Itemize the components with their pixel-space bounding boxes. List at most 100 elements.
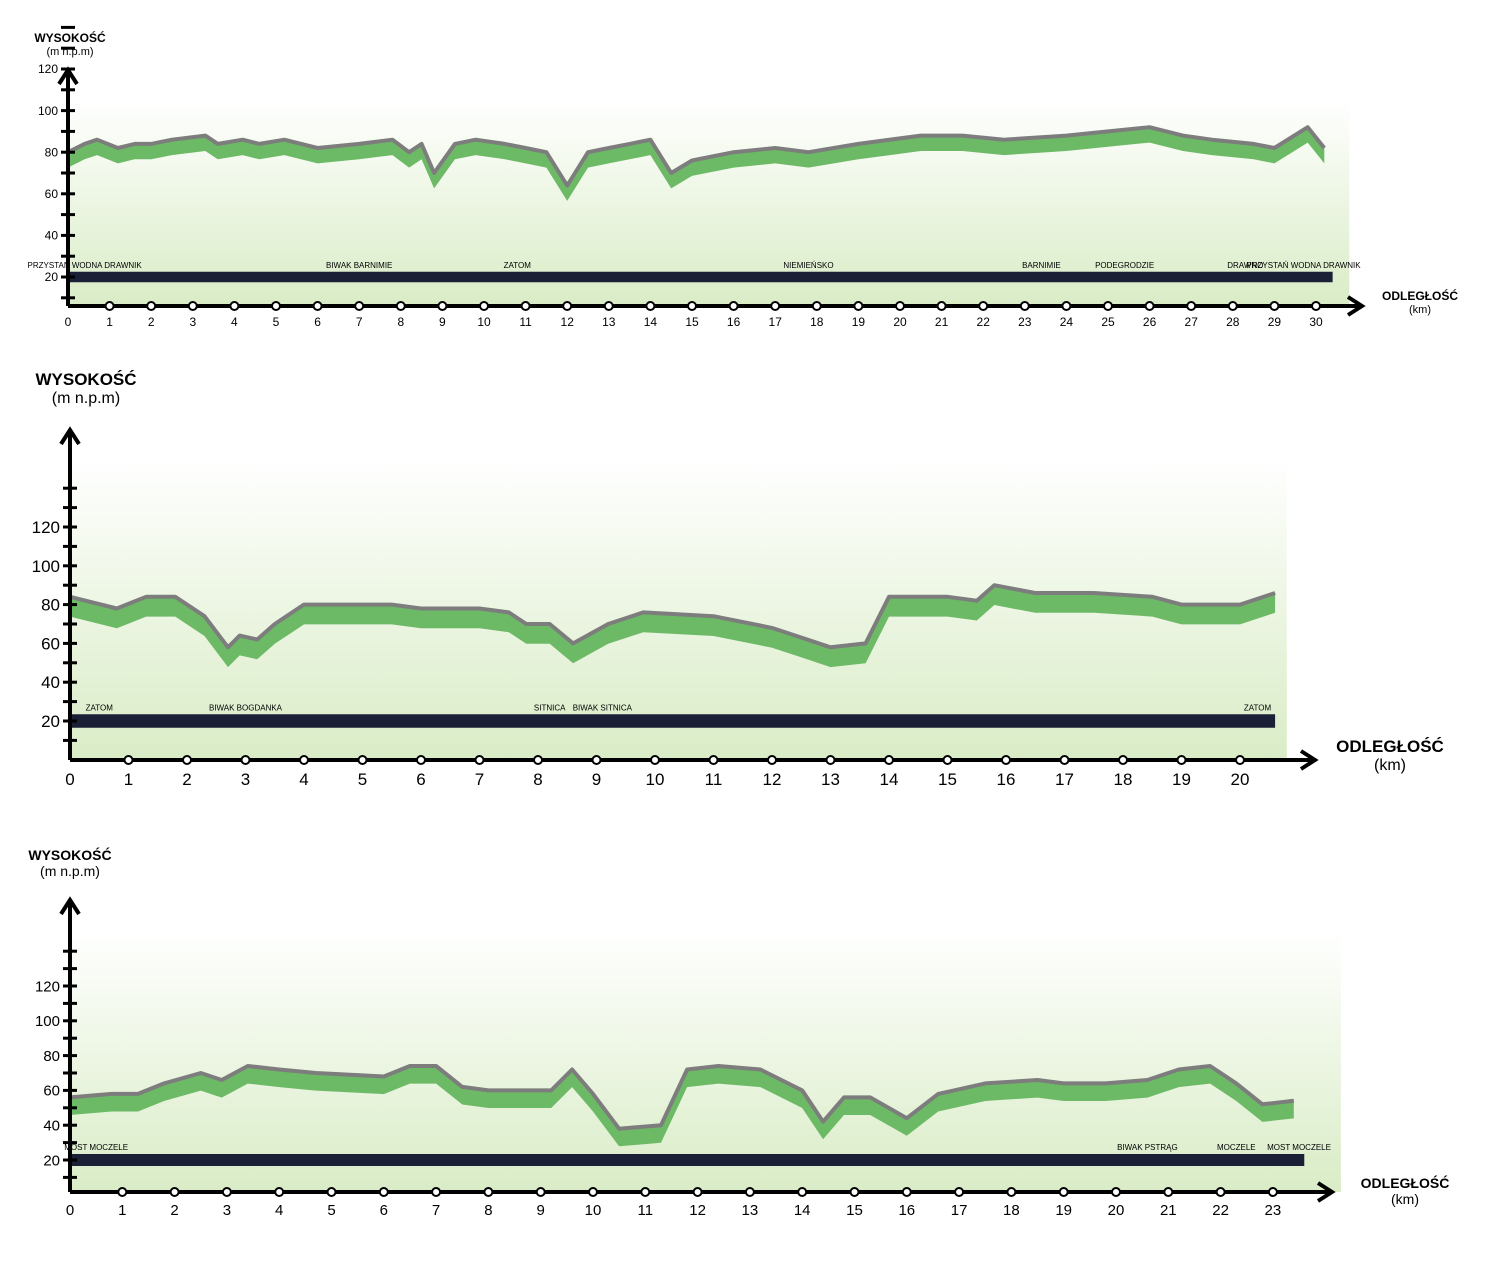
x-tick: [942, 755, 953, 765]
x-tick-label: 17: [769, 315, 783, 329]
x-tick: [1215, 1187, 1226, 1197]
y-axis-title: WYSOKOŚĆ: [35, 370, 136, 389]
x-tick: [692, 1187, 703, 1197]
x-tick: [562, 301, 573, 311]
route-surface-bar: [70, 1154, 1305, 1166]
x-tick: [479, 301, 489, 311]
x-tick-label: 4: [275, 1202, 283, 1219]
x-tick-label: 30: [1309, 315, 1323, 329]
x-tick-label: 22: [1212, 1202, 1229, 1219]
x-tick-label: 18: [1003, 1202, 1020, 1219]
x-tick: [1059, 755, 1070, 765]
x-tick-label: 11: [705, 770, 723, 789]
x-tick-label: 4: [299, 770, 308, 789]
x-tick-label: 12: [763, 770, 782, 789]
x-tick-label: 2: [170, 1202, 178, 1219]
x-tick: [901, 1187, 912, 1197]
x-tick-label: 19: [852, 315, 866, 329]
x-tick: [483, 1187, 494, 1197]
place-label: PRZYSTAŃ WODNA DRAWNIK: [1246, 261, 1361, 270]
x-tick: [169, 1187, 180, 1197]
x-tick-label: 3: [223, 1202, 231, 1219]
place-label: PRZYSTAŃ WODNA DRAWNIK: [28, 261, 143, 270]
y-tick-label: 80: [43, 1048, 60, 1065]
x-tick-label: 3: [241, 770, 250, 789]
x-tick: [416, 755, 426, 765]
x-tick: [825, 755, 836, 765]
y-tick-label: 120: [38, 62, 58, 76]
elevation-surface-line: [69, 1064, 1295, 1131]
y-axis-arrow: [59, 896, 81, 916]
x-tick-label: 29: [1268, 315, 1282, 329]
x-tick-label: 24: [1060, 315, 1074, 329]
place-label: MOST MOCZELE: [64, 1143, 128, 1152]
place-label: PODEGRODZIE: [1095, 261, 1154, 270]
x-tick: [431, 1187, 442, 1197]
x-tick-label: 10: [477, 315, 491, 329]
place-label: MOCZELE: [1217, 1143, 1256, 1152]
x-tick: [603, 301, 614, 311]
x-tick-label: 22: [977, 315, 991, 329]
x-tick-label: 6: [416, 770, 425, 789]
x-axis-unit: (km): [1374, 757, 1406, 774]
x-tick-label: 19: [1172, 770, 1191, 789]
x-tick-label: 1: [106, 315, 113, 329]
x-tick: [895, 301, 905, 311]
x-tick: [520, 301, 531, 311]
x-tick: [271, 301, 281, 311]
x-axis-title: ODLEGŁOŚĆ: [1361, 1174, 1450, 1191]
x-tick: [650, 755, 660, 765]
x-tick-label: 6: [314, 315, 321, 329]
x-tick: [187, 301, 198, 311]
place-label: BIWAK SITNICA: [573, 703, 633, 712]
x-tick-label: 9: [537, 1202, 545, 1219]
x-tick-label: 15: [846, 1202, 863, 1219]
x-tick-label: 0: [66, 1202, 74, 1219]
x-tick-label: 19: [1055, 1202, 1072, 1219]
elevation-band: [68, 127, 1325, 201]
place-label: BIWAK PSTRĄG: [1117, 1143, 1178, 1152]
x-tick: [229, 301, 240, 311]
x-tick: [1006, 1187, 1017, 1197]
x-tick: [728, 301, 739, 311]
x-axis-arrow: [1346, 295, 1366, 317]
x-axis-title: ODLEGŁOŚĆ: [1336, 737, 1444, 756]
x-tick-label: 9: [439, 315, 446, 329]
x-tick: [395, 301, 406, 311]
y-axis-title: WYSOKOŚĆ: [34, 30, 106, 45]
x-tick-label: 2: [182, 770, 191, 789]
x-tick: [770, 301, 781, 311]
x-tick-label: 23: [1265, 1202, 1282, 1219]
place-label: DRAWNO: [1227, 261, 1263, 270]
x-tick: [354, 301, 365, 311]
x-tick-label: 17: [1055, 770, 1074, 789]
x-tick: [1311, 301, 1321, 311]
x-tick-label: 6: [380, 1202, 388, 1219]
x-tick: [1001, 755, 1011, 765]
x-tick: [1176, 755, 1187, 765]
y-tick-label: 40: [41, 673, 60, 692]
x-tick: [221, 1187, 232, 1197]
x-tick-label: 15: [685, 315, 699, 329]
y-axis-unit: (m n.p.m): [52, 390, 120, 407]
x-axis-unit: (km): [1409, 304, 1431, 316]
x-tick-label: 4: [231, 315, 238, 329]
x-tick-label: 17: [951, 1202, 968, 1219]
x-tick-label: 1: [124, 770, 133, 789]
x-tick: [182, 755, 192, 765]
x-tick: [535, 1187, 546, 1197]
x-axis-title: ODLEGŁOŚĆ: [1382, 288, 1458, 303]
x-tick-label: 8: [484, 1202, 492, 1219]
x-tick: [1019, 301, 1030, 311]
plot-background: [70, 930, 1341, 1192]
x-tick: [1103, 301, 1113, 311]
place-label: ZATOM: [504, 261, 532, 270]
x-tick-label: 7: [475, 770, 484, 789]
x-tick-label: 16: [898, 1202, 915, 1219]
elevation-band: [70, 1066, 1294, 1147]
x-tick: [591, 755, 602, 765]
elevation-surface-line: [69, 583, 1276, 650]
